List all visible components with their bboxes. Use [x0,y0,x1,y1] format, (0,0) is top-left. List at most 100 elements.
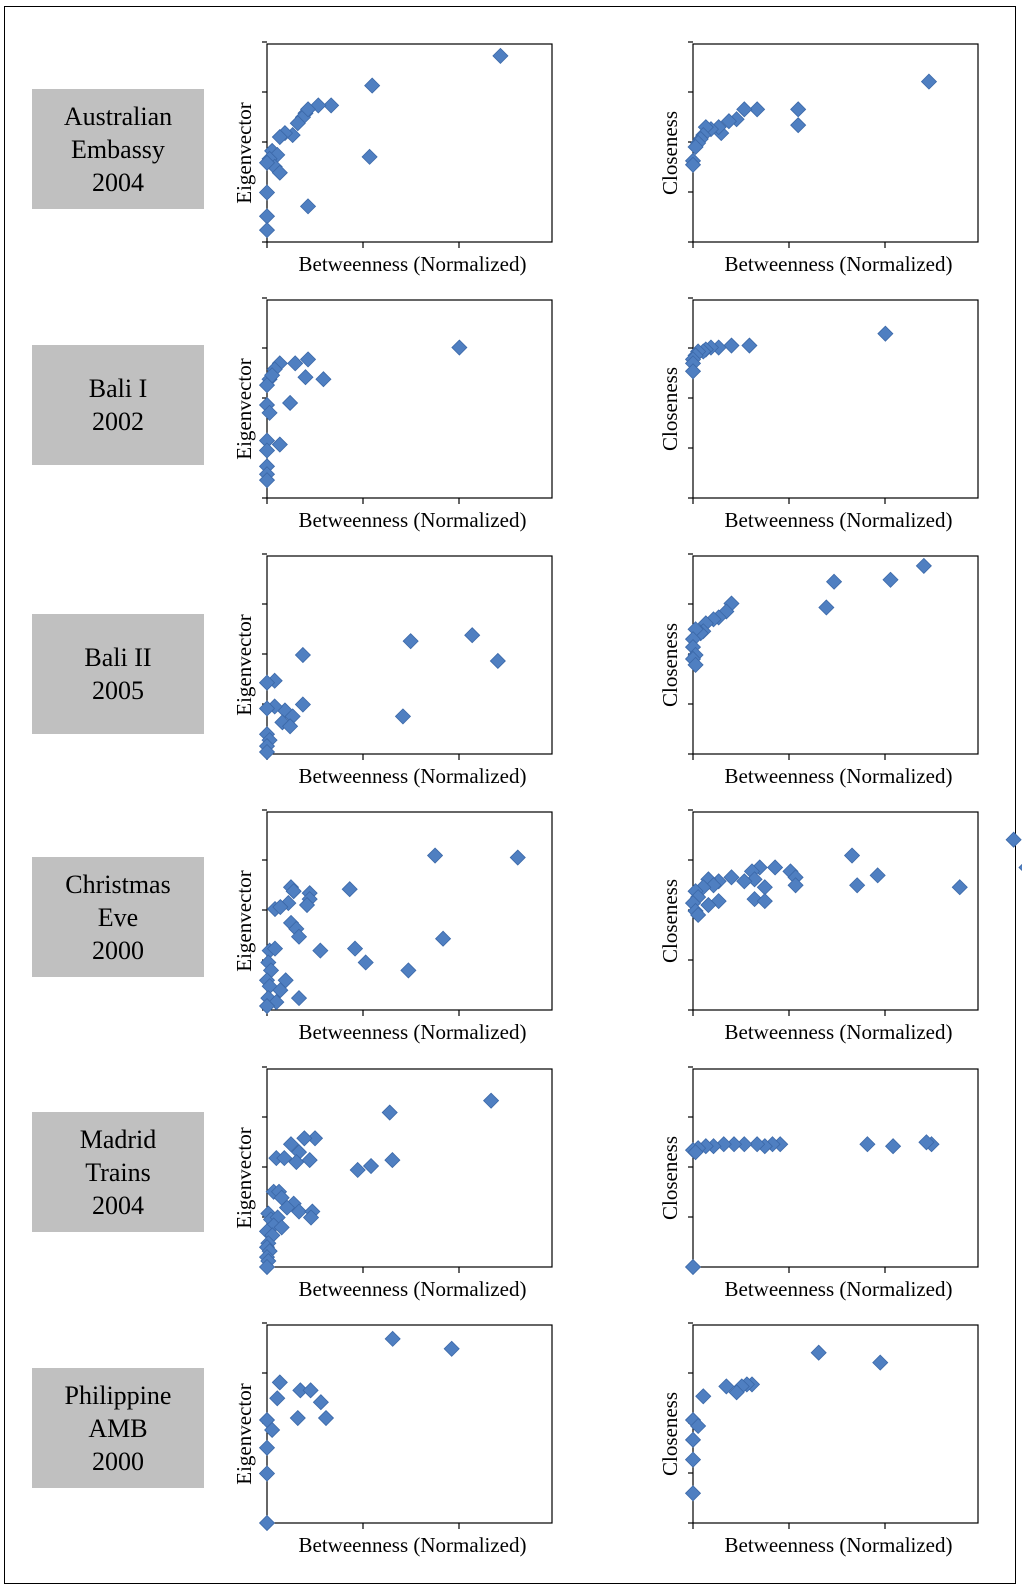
data-point-marker [695,1388,712,1405]
data-point-marker [464,627,481,644]
data-point-marker [290,1203,308,1220]
data-point-marker [718,1378,735,1395]
row-label-box: Bali I 2002 [32,345,204,465]
row-label-line: Embassy [71,134,165,164]
y-axis-title: Eigenvector [232,614,256,715]
data-point-marker [756,893,773,910]
data-point-marker [261,404,278,421]
data-point-marker [918,1134,935,1151]
data-point-marker [362,1157,380,1175]
data-point-marker [297,369,314,386]
x-axis-title: Betweenness (Normalized) [299,1533,527,1557]
data-point-marker [282,1136,300,1153]
y-axis-title: Closeness [658,879,682,963]
y-axis-title: Eigenvector [232,870,256,971]
scatter-plot: Betweenness (Normalized) Closeness [658,553,979,788]
x-axis-title: Betweenness (Normalized) [725,1277,953,1301]
data-point-marker [258,208,276,225]
data-point-marker [290,990,308,1007]
row-label-line: Madrid [79,1124,157,1154]
data-point-marker [483,1092,500,1109]
data-point-marker [288,1153,305,1171]
data-point-marker [790,117,807,134]
data-point-marker [258,442,276,459]
data-point-marker [299,101,317,118]
data-point-marker [723,337,740,354]
data-point-marker [746,891,763,908]
y-axis-title: Closeness [658,1392,682,1476]
data-point-marker [951,879,968,896]
x-axis-title: Betweenness (Normalized) [725,508,953,532]
data-point-marker [687,138,704,156]
x-axis-title: Betweenness (Normalized) [299,252,527,276]
data-point-marker [271,1374,288,1391]
data-point-marker [346,940,364,957]
data-point-marker [258,1439,276,1456]
data-point-marker [302,1209,320,1226]
data-point-marker [684,363,702,380]
data-point-marker [749,1136,766,1153]
scatter-plot: Betweenness (Normalized) Closeness [658,1322,979,1557]
data-point-marker [684,1485,702,1502]
x-axis-title: Betweenness (Normalized) [299,764,527,788]
row-label-line: Philippine [64,1380,172,1410]
data-point-marker [818,599,835,616]
data-point-marker [877,325,894,342]
data-point-marker [872,1354,889,1371]
data-point-marker [264,1421,281,1439]
row-label-line: 2000 [92,1446,144,1476]
x-axis-title: Betweenness (Normalized) [725,1020,953,1044]
data-point-marker [394,708,412,725]
data-point-marker [258,1514,276,1532]
row-label-box: Madrid Trains 2004 [32,1112,204,1232]
y-axis-title: Eigenvector [232,1383,256,1484]
data-point-marker [289,115,306,132]
y-axis-title: Closeness [658,1136,682,1220]
data-point-marker [684,1258,702,1276]
data-point-marker [1018,863,1022,872]
data-point-marker [258,154,276,171]
data-point-marker [312,942,329,959]
data-point-marker [849,877,866,894]
data-point-marker [258,472,276,489]
data-point-marker [272,982,289,999]
plot-area [692,1324,979,1524]
data-point-marker [384,1330,401,1347]
data-point-marker [882,571,899,588]
data-point-marker [843,847,861,864]
data-point-marker [317,1409,335,1427]
row-label-line: Australian [63,101,173,131]
data-point-marker [690,1417,707,1435]
scatter-plot: Betweenness (Normalized) Closeness [658,297,979,532]
x-axis-title: Betweenness (Normalized) [725,764,953,788]
y-axis-title: Eigenvector [232,358,256,459]
y-axis-title: Closeness [658,367,682,451]
row-label-box: Australian Embassy 2004 [32,89,204,209]
data-point-marker [266,940,284,957]
data-point-marker [687,1144,704,1161]
data-point-marker [790,101,807,118]
data-point-marker [723,869,740,886]
plot-area [692,43,979,243]
y-axis-title: Closeness [658,623,682,707]
data-point-marker [258,222,276,239]
data-point-marker [296,1130,313,1147]
data-point-marker [920,73,938,90]
data-point-marker [684,1451,702,1468]
data-point-marker [361,148,378,165]
data-point-marker [787,877,804,894]
data-point-marker [720,113,737,130]
data-point-marker [489,652,506,670]
scatter-plot: Betweenness (Normalized) Eigenvector [232,297,553,532]
data-point-marker [301,1152,318,1169]
row-label-box: Christmas Eve 2000 [32,857,204,977]
data-point-marker [736,101,753,118]
plot-area [266,1324,553,1524]
data-point-marker [271,164,288,181]
data-point-marker [258,1258,276,1276]
data-point-marker [315,371,332,388]
data-point-marker [258,184,276,201]
data-point-marker [869,867,886,884]
data-point-marker [451,339,468,356]
data-point-marker [271,128,288,146]
